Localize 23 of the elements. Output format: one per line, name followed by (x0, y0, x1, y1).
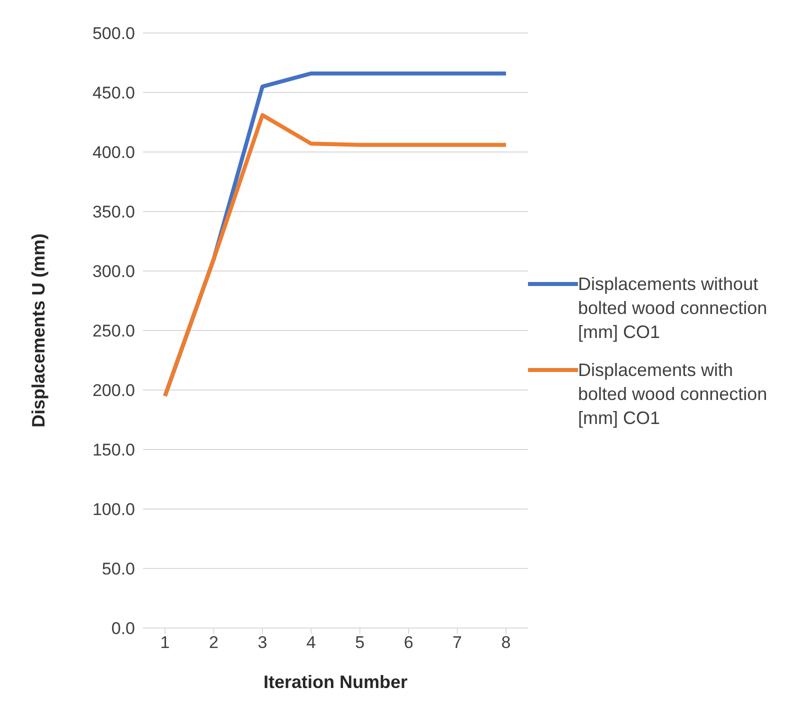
y-tick-label: 0.0 (111, 619, 135, 638)
y-tick-label: 350.0 (92, 202, 135, 222)
y-tick-label: 100.0 (92, 500, 135, 520)
x-tick-label: 1 (160, 633, 170, 652)
y-tick-label: 50.0 (102, 560, 135, 579)
x-tick-label: 5 (355, 633, 365, 652)
x-tick-label: 6 (404, 633, 414, 652)
x-tick-label: 8 (501, 633, 511, 652)
y-tick-label: 250.0 (92, 322, 135, 341)
x-tick-label: 7 (452, 633, 462, 652)
legend-label: Displacements with bolted wood connection [mm] CO1 (578, 359, 768, 430)
x-tick-label: 3 (258, 633, 268, 652)
y-tick-label: 200.0 (92, 381, 135, 400)
y-tick-label: 400.0 (92, 143, 135, 162)
x-axis-title: Iteration Number (263, 672, 408, 692)
y-tick-label: 150.0 (92, 440, 135, 460)
x-tick-label: 2 (208, 633, 218, 652)
legend-label: Displacements without bolted wood connection [mm] CO1 (578, 273, 768, 344)
y-axis-title: Displacements U (mm) (28, 233, 48, 428)
y-tick-label: 500.0 (92, 24, 135, 44)
y-tick-label: 300.0 (92, 262, 135, 282)
y-tick-label: 450.0 (92, 84, 135, 103)
x-tick-label: 4 (306, 633, 316, 652)
